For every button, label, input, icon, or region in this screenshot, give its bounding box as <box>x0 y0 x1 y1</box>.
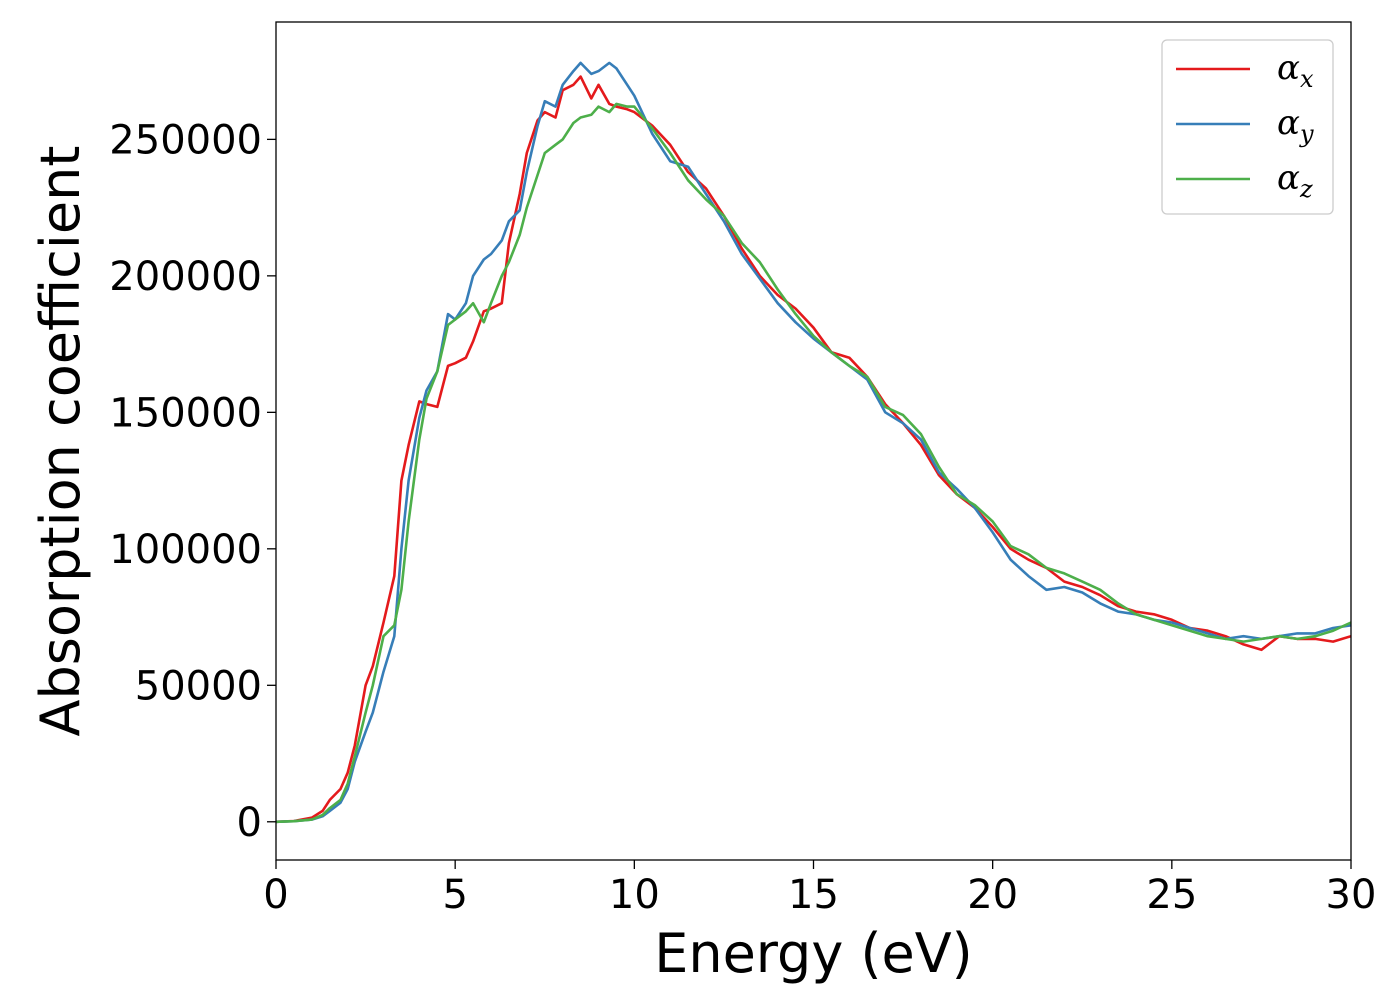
legend-label-y: αy <box>1277 103 1314 148</box>
x-tick-label: 25 <box>1146 872 1197 918</box>
legend-alpha: α <box>1277 103 1300 143</box>
y-axis-title: Absorption coefficient <box>29 146 92 737</box>
legend-subscript: z <box>1299 175 1313 203</box>
series-line-z <box>276 102 1351 824</box>
y-tick-label: 50000 <box>135 663 262 709</box>
y-tick-label: 100000 <box>109 527 262 573</box>
series-layer <box>276 61 1351 824</box>
legend-label-z: αz <box>1277 158 1313 203</box>
legend-alpha: α <box>1277 158 1300 198</box>
y-tick-label: 250000 <box>109 117 262 163</box>
x-axis-title: Energy (eV) <box>654 922 973 985</box>
series-line-x <box>276 75 1351 824</box>
legend-subscript: x <box>1300 65 1314 93</box>
y-tick-label: 200000 <box>109 254 262 300</box>
y-axis: 0 50000 100000 150000 200000 250000 <box>109 117 276 846</box>
y-tick-label: 0 <box>237 800 262 846</box>
x-tick-label: 15 <box>788 872 839 918</box>
x-axis: 0 5 10 15 20 25 30 <box>263 860 1376 918</box>
x-tick-label: 30 <box>1326 872 1377 918</box>
x-tick-label: 20 <box>967 872 1018 918</box>
series-line-y <box>276 61 1351 824</box>
x-tick-label: 10 <box>609 872 660 918</box>
x-tick-label: 5 <box>442 872 467 918</box>
legend-box <box>1161 39 1334 215</box>
legend-alpha: α <box>1277 48 1300 88</box>
legend-label-x: αx <box>1277 48 1314 93</box>
legend-subscript: y <box>1299 120 1314 148</box>
y-tick-label: 150000 <box>109 390 262 436</box>
x-tick-label: 0 <box>263 872 288 918</box>
